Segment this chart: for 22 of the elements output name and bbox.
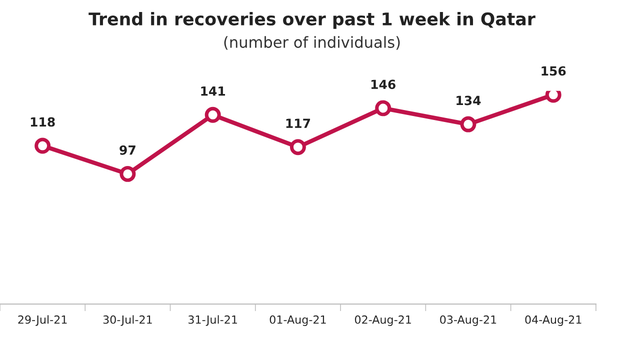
data-label: 118 bbox=[30, 117, 55, 127]
data-label: 156 bbox=[542, 66, 566, 76]
point bbox=[204, 106, 221, 123]
point bbox=[460, 116, 476, 132]
x-tick-label: 02-Aug-21 bbox=[354, 315, 411, 326]
data-label: 97 bbox=[120, 145, 136, 155]
chart-title: Trend in recoveries over past 1 week in Qatar bbox=[88, 12, 536, 29]
point bbox=[34, 138, 51, 154]
point bbox=[290, 139, 306, 156]
x-tick-label: 31-Jul-21 bbox=[188, 315, 237, 326]
data-label: 117 bbox=[286, 118, 310, 128]
x-tick-label: 04-Aug-21 bbox=[525, 315, 582, 326]
x-tick-label: 03-Aug-21 bbox=[440, 315, 496, 326]
x-tick-label: 30-Jul-21 bbox=[103, 315, 152, 326]
point bbox=[120, 166, 136, 182]
x-tick-label: 29-Jul-21 bbox=[18, 315, 67, 326]
data-label: 134 bbox=[456, 96, 481, 106]
data-label: 141 bbox=[201, 86, 226, 96]
point bbox=[375, 100, 392, 116]
chart-subtitle: (number of individuals) bbox=[224, 36, 400, 50]
x-tick-label: 01-Aug-21 bbox=[270, 315, 326, 326]
data-label: 146 bbox=[371, 80, 396, 90]
